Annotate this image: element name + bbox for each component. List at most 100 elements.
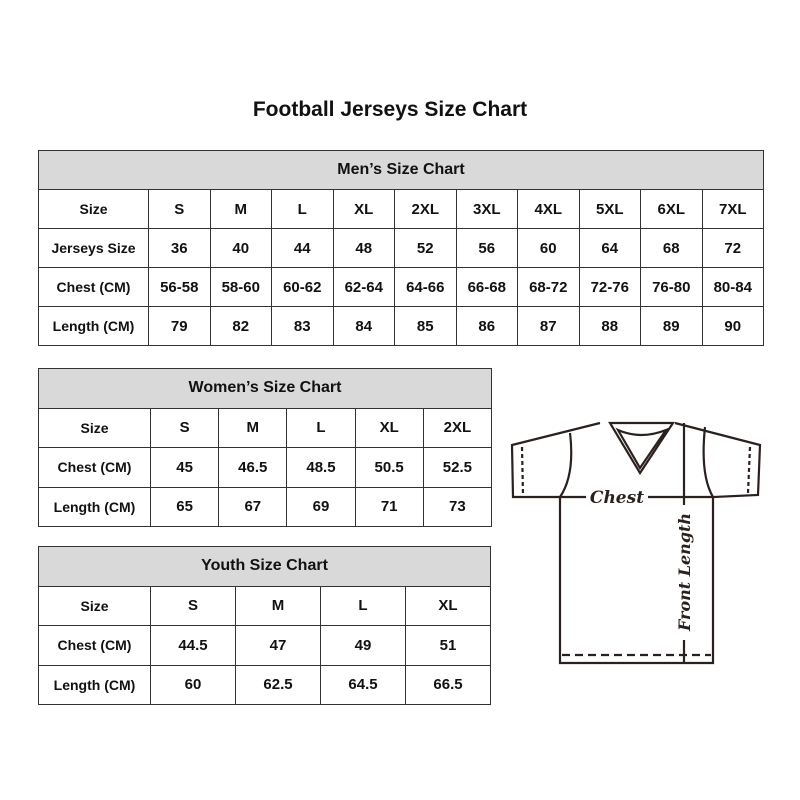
- table-row: Length (CM) 65 67 69 71 73: [38, 486, 493, 527]
- table-cell: 5XL: [578, 189, 641, 229]
- table-cell: 60-62: [271, 267, 334, 307]
- table-cell: 36: [148, 228, 211, 268]
- table-cell: 67: [218, 486, 288, 527]
- row-label: Length (CM): [38, 664, 151, 705]
- table-row: Length (CM) 79 82 83 84 85 86 87 88 89 90: [38, 306, 764, 346]
- table-cell: M: [218, 407, 288, 448]
- table-cell: 66.5: [405, 664, 491, 705]
- table-cell: 79: [148, 306, 211, 346]
- table-cell: 90: [701, 306, 764, 346]
- table-cell: M: [209, 189, 272, 229]
- table-cell: 66-68: [455, 267, 518, 307]
- table-cell: 68-72: [517, 267, 580, 307]
- chest-label: Chest: [590, 488, 644, 508]
- table-cell: 2XL: [422, 407, 493, 448]
- table-cell: 76-80: [640, 267, 703, 307]
- jersey-outline: [510, 421, 762, 665]
- front-length-label: Front Length: [675, 513, 694, 632]
- row-label: Length (CM): [38, 306, 149, 346]
- table-cell: 45: [149, 447, 220, 488]
- table-cell: 86: [455, 306, 518, 346]
- table-cell: 64: [578, 228, 641, 268]
- row-label: Jerseys Size: [38, 228, 149, 268]
- table-row: Size S M L XL: [38, 585, 491, 626]
- table-row: Chest (CM) 56-58 58-60 60-62 62-64 64-66 66-68…: [38, 267, 764, 307]
- table-cell: 69: [286, 486, 356, 527]
- table-cell: 72-76: [578, 267, 641, 307]
- table-cell: XL: [332, 189, 395, 229]
- table-cell: L: [271, 189, 334, 229]
- table-cell: 44.5: [150, 625, 236, 666]
- table-cell: 48.5: [286, 447, 356, 488]
- table-cell: 73: [422, 486, 493, 527]
- row-label: Size: [38, 407, 151, 448]
- row-label: Chest (CM): [38, 267, 149, 307]
- table-cell: 88: [578, 306, 641, 346]
- table-cell: 56: [455, 228, 518, 268]
- table-cell: 83: [271, 306, 334, 346]
- table-cell: 2XL: [394, 189, 457, 229]
- table-cell: 58-60: [209, 267, 272, 307]
- table-cell: S: [149, 407, 220, 448]
- table-cell: XL: [405, 585, 491, 626]
- youth-size-table: Youth Size Chart Size S M L XL Chest (CM) 44.5 4…: [38, 546, 491, 705]
- table-row: Jerseys Size 36 40 44 48 52 56 60 64 68 72: [38, 228, 764, 268]
- table-cell: 80-84: [701, 267, 764, 307]
- table-row: Size S M L XL 2XL: [38, 407, 493, 448]
- collar: [608, 421, 676, 476]
- table-cell: 52: [394, 228, 457, 268]
- table-cell: 87: [517, 306, 580, 346]
- table-cell: 4XL: [517, 189, 580, 229]
- table-cell: 60: [150, 664, 236, 705]
- table-cell: 7XL: [701, 189, 764, 229]
- table-cell: 49: [320, 625, 406, 666]
- table-cell: 84: [332, 306, 395, 346]
- table-cell: 60: [517, 228, 580, 268]
- row-label: Chest (CM): [38, 447, 151, 488]
- table-cell: 3XL: [455, 189, 518, 229]
- table-cell: S: [148, 189, 211, 229]
- mens-size-table: Men’s Size Chart Size S M L XL 2XL 3XL 4XL 5XL 6XL…: [38, 150, 764, 346]
- row-label: Size: [38, 189, 149, 229]
- table-cell: 52.5: [422, 447, 493, 488]
- table-cell: 48: [332, 228, 395, 268]
- row-label: Length (CM): [38, 486, 151, 527]
- table-cell: 47: [235, 625, 321, 666]
- table-cell: 65: [149, 486, 220, 527]
- women-table-heading: Women’s Size Chart: [38, 368, 492, 409]
- womens-size-table: Women’s Size Chart Size S M L XL 2XL Chest (CM)…: [38, 368, 493, 527]
- table-cell: 62.5: [235, 664, 321, 705]
- table-cell: 64.5: [320, 664, 406, 705]
- table-cell: S: [150, 585, 236, 626]
- table-cell: 46.5: [218, 447, 288, 488]
- table-row: Chest (CM) 44.5 47 49 51: [38, 625, 491, 666]
- table-cell: L: [286, 407, 356, 448]
- row-label: Size: [38, 585, 151, 626]
- table-cell: 82: [209, 306, 272, 346]
- row-label: Chest (CM): [38, 625, 151, 666]
- table-cell: 64-66: [394, 267, 457, 307]
- table-row: Chest (CM) 45 46.5 48.5 50.5 52.5: [38, 447, 493, 488]
- table-cell: 50.5: [354, 447, 424, 488]
- table-cell: 44: [271, 228, 334, 268]
- table-cell: 68: [640, 228, 703, 268]
- table-cell: 85: [394, 306, 457, 346]
- table-cell: 62-64: [332, 267, 395, 307]
- table-cell: XL: [354, 407, 424, 448]
- page-title: Football Jerseys Size Chart: [252, 98, 528, 121]
- table-cell: 51: [405, 625, 491, 666]
- table-cell: 72: [701, 228, 764, 268]
- table-row: Size S M L XL 2XL 3XL 4XL 5XL 6XL 7XL: [38, 189, 764, 229]
- table-cell: 89: [640, 306, 703, 346]
- jersey-diagram: Chest Front Length: [510, 421, 762, 665]
- table-cell: L: [320, 585, 406, 626]
- table-row: Length (CM) 60 62.5 64.5 66.5: [38, 664, 491, 705]
- table-cell: 6XL: [640, 189, 703, 229]
- youth-table-heading: Youth Size Chart: [38, 546, 491, 587]
- table-cell: 71: [354, 486, 424, 527]
- table-cell: M: [235, 585, 321, 626]
- table-cell: 56-58: [148, 267, 211, 307]
- table-cell: 40: [209, 228, 272, 268]
- men-table-heading: Men’s Size Chart: [38, 150, 764, 190]
